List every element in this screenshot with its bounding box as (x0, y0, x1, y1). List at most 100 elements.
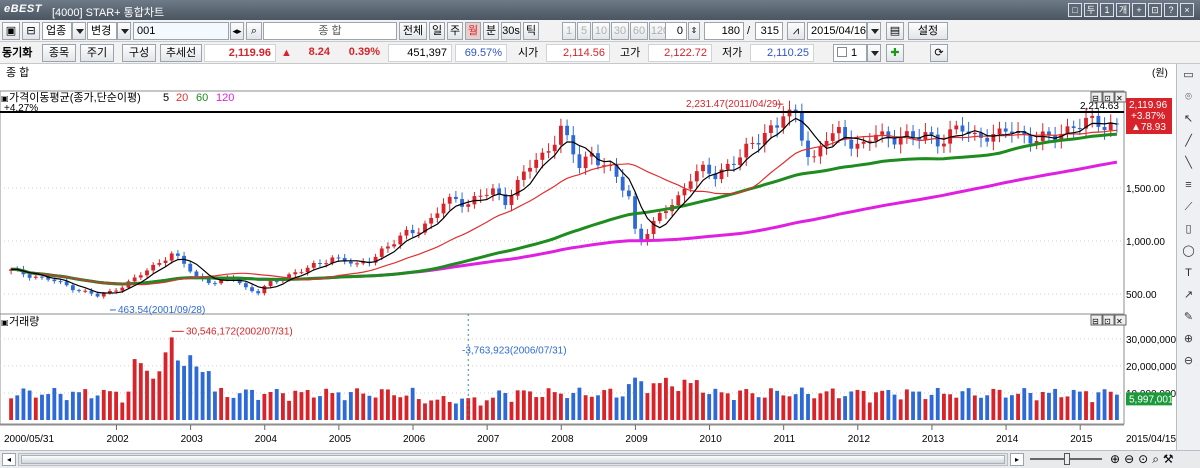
chart-count-dropdown-icon[interactable] (867, 44, 881, 62)
window-control-2[interactable]: 1 (1100, 3, 1114, 17)
period-tab-1[interactable]: 일 (429, 22, 445, 40)
candle (546, 151, 551, 153)
window-control-3[interactable]: 개 (1116, 3, 1130, 17)
save-icon[interactable]: ⊟ (22, 22, 40, 40)
chart-canvas[interactable]: 2,214.63 2,231.47(2011/04/29) 463.54(2001/… (0, 64, 1176, 450)
refresh-icon[interactable]: ⟳ (930, 44, 948, 62)
spin-icon[interactable]: ⇕ (688, 22, 700, 40)
volume-bar (818, 393, 823, 420)
window-control-6[interactable]: ? (1164, 3, 1178, 17)
text-icon[interactable]: T (1185, 267, 1192, 279)
zoom-in-icon[interactable]: ⊕ (1183, 333, 1194, 345)
volume-bar (367, 395, 372, 420)
volume-axis-label: 20,000,000 (1126, 362, 1176, 373)
period-tab-3[interactable]: 월 (465, 22, 481, 40)
stock-button[interactable]: 종목 (42, 44, 76, 62)
zoom-out-icon[interactable]: ⊖ (1183, 355, 1194, 367)
chart-count-select[interactable]: 1 (833, 44, 867, 62)
window-control-4[interactable]: + (1132, 3, 1146, 17)
change-select[interactable]: 변경 (87, 22, 117, 40)
trendline-button[interactable]: 추세선 (160, 44, 202, 62)
date-toggle-icon[interactable]: ⩘ (787, 22, 805, 40)
date-input[interactable]: 2015/04/16 (807, 22, 867, 40)
line-icon[interactable]: ╱ (1185, 135, 1192, 147)
volume-bar (892, 394, 897, 420)
arrow-icon[interactable]: ↗ (1183, 289, 1194, 301)
period-tab-5[interactable]: 30s (501, 22, 521, 40)
add-chart-icon[interactable]: ✚ (886, 44, 904, 62)
zoom-slider-handle[interactable] (1064, 453, 1070, 465)
window-control-7[interactable]: × (1180, 3, 1194, 17)
candle (169, 253, 174, 261)
date-dropdown-icon[interactable] (867, 22, 881, 40)
search-icon[interactable]: ⌕ (246, 22, 262, 40)
circle-icon[interactable]: ◯ (1182, 245, 1195, 257)
ray-icon[interactable]: ╲ (1185, 157, 1192, 169)
candle (250, 287, 254, 292)
zoom-in-icon[interactable]: ⊕ (1110, 452, 1125, 466)
volume-bar (268, 391, 273, 420)
price-axis-label: 500.00 (1126, 290, 1157, 301)
prev-next-icon[interactable]: ◂▸ (230, 22, 244, 40)
volume-bar (27, 390, 32, 420)
scroll-right-icon[interactable]: ▸ (1010, 453, 1024, 466)
indicator-toggle-icon: ▣ (1, 94, 9, 103)
sync-label[interactable]: 동기화 (2, 47, 33, 59)
scroll-thumb[interactable] (21, 455, 1005, 464)
window-control-5[interactable]: ⊡ (1148, 3, 1162, 17)
volume-bar (781, 395, 786, 420)
candle (1090, 115, 1095, 118)
window-control-0[interactable]: □ (1068, 3, 1082, 17)
panel-btn-bg (1114, 91, 1127, 103)
period-tab-0[interactable]: 전체 (399, 22, 427, 40)
eraser-icon[interactable]: ✎ (1183, 311, 1194, 323)
channel-icon[interactable]: ≡ (1185, 179, 1192, 191)
window-control-1[interactable]: 두 (1084, 3, 1098, 17)
candle (330, 257, 335, 264)
fib-icon[interactable]: ⟋ (1184, 201, 1193, 213)
zoom-out-icon[interactable]: ⊖ (1124, 452, 1139, 466)
layout-icon[interactable]: ▣ (2, 22, 20, 40)
scroll-left-icon[interactable]: ◂ (2, 453, 16, 466)
compose-button[interactable]: 구성 (122, 44, 156, 62)
market-type-dropdown-icon[interactable] (72, 22, 86, 40)
code-input[interactable]: 001 (133, 22, 229, 40)
count-input[interactable]: 180 (704, 22, 744, 40)
volume-bar (40, 394, 44, 420)
volume-bar (182, 365, 186, 420)
settings-button[interactable]: 설정 (908, 22, 948, 40)
candle (991, 134, 996, 142)
market-type-select[interactable]: 업종 (42, 22, 72, 40)
change-dropdown-icon[interactable] (117, 22, 131, 40)
zoom-reset-icon[interactable]: ⊙ (1138, 452, 1153, 466)
interval-tab-3[interactable]: 30 (611, 22, 629, 40)
horizontal-scrollbar[interactable] (18, 453, 1008, 466)
interval-tab-1[interactable]: 5 (577, 22, 591, 40)
quote-bar: 동기화 종목 주기 구성 추세선 2,119.96 ▲ 8.24 0.39% 4… (0, 42, 1200, 64)
candle (27, 274, 32, 278)
candle (861, 141, 866, 144)
magnify-icon[interactable]: ⌕ (1152, 452, 1163, 466)
magnet-icon[interactable]: ⌾ (1185, 91, 1192, 103)
candle (787, 109, 792, 117)
cursor-icon[interactable]: ↖ (1183, 113, 1194, 125)
calendar-icon[interactable]: ▤ (886, 22, 904, 40)
wrench-icon[interactable]: ⚒ (1162, 452, 1178, 466)
candle (348, 261, 353, 264)
box-icon[interactable]: ▯ (1185, 223, 1192, 235)
interval-tab-2[interactable]: 10 (592, 22, 610, 40)
crosshair-icon[interactable]: ▭ (1183, 69, 1194, 81)
candle (843, 127, 848, 140)
vol-panel-btn-bg (1102, 314, 1115, 326)
period-tab-4[interactable]: 분 (483, 22, 499, 40)
x-axis-year: 2003 (181, 434, 204, 445)
candle (639, 228, 644, 242)
candle (942, 143, 946, 147)
interval-input[interactable]: 0 (665, 22, 687, 40)
period-button[interactable]: 주기 (80, 44, 114, 62)
period-tab-6[interactable]: 틱 (523, 22, 539, 40)
volume-bar (1009, 395, 1014, 420)
interval-tab-4[interactable]: 60 (630, 22, 648, 40)
interval-tab-0[interactable]: 1 (562, 22, 576, 40)
period-tab-2[interactable]: 주 (447, 22, 463, 40)
